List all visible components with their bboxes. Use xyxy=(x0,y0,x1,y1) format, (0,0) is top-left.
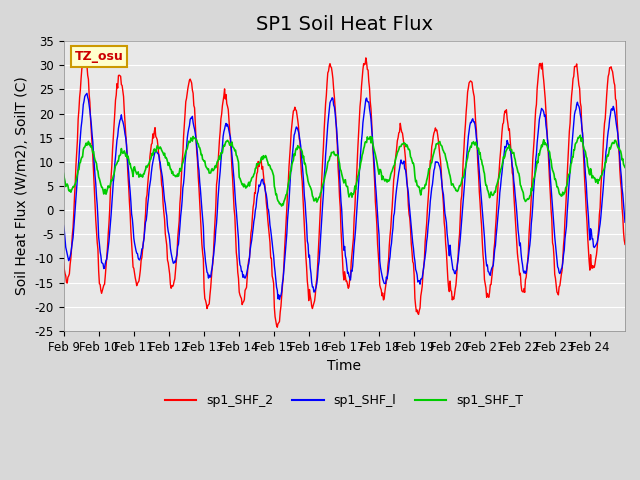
sp1_SHF_T xyxy=(577,132,584,138)
sp1_SHF_T xyxy=(278,203,285,209)
sp1_SHF_2 xyxy=(621,241,629,247)
Line: sp1_SHF_2: sp1_SHF_2 xyxy=(63,56,625,327)
sp1_SHF_l xyxy=(230,167,237,173)
sp1_SHF_2 xyxy=(435,145,443,151)
sp1_SHF_T xyxy=(125,161,133,167)
sp1_SHF_l xyxy=(83,91,91,96)
sp1_SHF_l xyxy=(126,189,134,194)
Line: sp1_SHF_l: sp1_SHF_l xyxy=(63,94,625,300)
sp1_SHF_T xyxy=(228,144,236,149)
sp1_SHF_2 xyxy=(230,191,237,196)
sp1_SHF_2 xyxy=(126,211,134,216)
Y-axis label: Soil Heat Flux (W/m2), SoilT (C): Soil Heat Flux (W/m2), SoilT (C) xyxy=(15,77,29,295)
sp1_SHF_T xyxy=(257,158,264,164)
sp1_SHF_T xyxy=(403,142,411,148)
sp1_SHF_2 xyxy=(404,186,412,192)
sp1_SHF_T xyxy=(278,201,286,207)
Text: TZ_osu: TZ_osu xyxy=(75,50,124,63)
sp1_SHF_2 xyxy=(60,257,67,263)
Line: sp1_SHF_T: sp1_SHF_T xyxy=(63,135,625,206)
sp1_SHF_l xyxy=(404,184,412,190)
sp1_SHF_2 xyxy=(273,324,281,330)
sp1_SHF_l xyxy=(257,178,265,184)
Legend: sp1_SHF_2, sp1_SHF_l, sp1_SHF_T: sp1_SHF_2, sp1_SHF_l, sp1_SHF_T xyxy=(160,389,529,412)
sp1_SHF_2 xyxy=(279,276,287,281)
sp1_SHF_l xyxy=(279,276,287,282)
sp1_SHF_T xyxy=(621,165,629,170)
sp1_SHF_T xyxy=(60,170,67,176)
Title: SP1 Soil Heat Flux: SP1 Soil Heat Flux xyxy=(256,15,433,34)
X-axis label: Time: Time xyxy=(327,359,361,373)
sp1_SHF_l xyxy=(60,223,67,228)
sp1_SHF_l xyxy=(435,162,443,168)
sp1_SHF_l xyxy=(276,297,284,302)
sp1_SHF_2 xyxy=(257,157,265,163)
sp1_SHF_l xyxy=(621,219,629,225)
sp1_SHF_2 xyxy=(83,53,90,59)
sp1_SHF_T xyxy=(435,140,442,146)
